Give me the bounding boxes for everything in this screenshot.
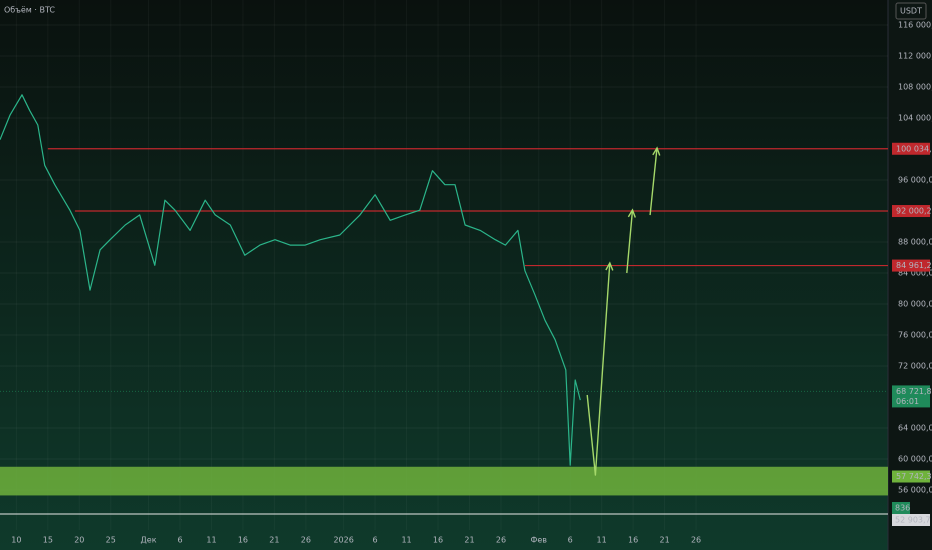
x-tick-label: 21 — [659, 536, 669, 545]
plot-background — [0, 0, 888, 550]
x-tick-label: 26 — [691, 536, 701, 545]
chart-title: Объём · BTC — [4, 6, 55, 15]
x-tick-label: 11 — [401, 536, 411, 545]
x-tick-label: 16 — [238, 536, 248, 545]
x-tick-label: 16 — [433, 536, 443, 545]
x-tick-label: 26 — [301, 536, 311, 545]
x-tick-label: 11 — [206, 536, 216, 545]
x-tick-label: 6 — [568, 536, 573, 545]
price-countdown: 06:01 — [896, 397, 919, 406]
x-tick-label: Фев — [530, 536, 547, 545]
y-tick-label: 56 000,0 — [898, 486, 932, 495]
series-line — [0, 94, 581, 466]
y-tick-label: 80 000,0 — [898, 300, 932, 309]
y-tick-label: 64 000,0 — [898, 424, 932, 433]
currency: USDT — [900, 7, 922, 16]
y-tick-label: 72 000,0 — [898, 362, 932, 371]
y-tick-label: 104 000,0 — [898, 114, 932, 123]
level-label: 84 961,2 — [896, 261, 932, 270]
y-tick-label: 112 000,0 — [898, 52, 932, 61]
currency-box[interactable] — [895, 2, 927, 20]
x-tick-label: 10 — [11, 536, 21, 545]
y-tick-label: 60 000,0 — [898, 455, 932, 464]
price-axis-panel — [888, 0, 932, 550]
level-label: 100 034,0 — [896, 144, 932, 153]
x-tick-label: Дек — [141, 536, 157, 545]
price-label: 68 721,8 — [896, 387, 932, 396]
y-tick-label: 108 000,0 — [898, 83, 932, 92]
series-line — [586, 147, 658, 476]
volume-label: 836 — [895, 504, 910, 513]
support-zone — [0, 466, 888, 496]
y-tick-label: 84 000,0 — [898, 269, 932, 278]
level-tag — [892, 259, 930, 272]
x-tick-label: 6 — [177, 536, 182, 545]
y-tick-label: 96 000,0 — [898, 176, 932, 185]
arrowhead — [627, 208, 636, 218]
arrowhead — [652, 146, 661, 156]
x-tick-label: 20 — [74, 536, 84, 545]
level-tag — [892, 142, 930, 155]
x-tick-label: 15 — [43, 536, 53, 545]
level-tag — [892, 205, 930, 218]
x-tick-label: 2026 — [333, 536, 353, 545]
low-label: 52 903,7 — [895, 516, 931, 525]
x-tick-label: 26 — [496, 536, 506, 545]
x-tick-label: 6 — [373, 536, 378, 545]
arrowhead — [605, 261, 614, 271]
price-tag — [892, 385, 930, 408]
zone-label: 57 742,3 — [896, 472, 932, 481]
y-tick-label: 88 000,0 — [898, 238, 932, 247]
volume-tag — [892, 502, 910, 514]
y-tick-label: 116 000,0 — [898, 21, 932, 30]
zone-tag — [892, 470, 930, 483]
level-label: 92 000,2 — [896, 207, 932, 216]
x-tick-label: 21 — [464, 536, 474, 545]
x-tick-label: 25 — [106, 536, 116, 545]
x-tick-label: 21 — [269, 536, 279, 545]
x-tick-label: 11 — [597, 536, 607, 545]
x-tick-label: 16 — [628, 536, 638, 545]
y-tick-label: 76 000,0 — [898, 331, 932, 340]
low-tag — [892, 514, 930, 526]
